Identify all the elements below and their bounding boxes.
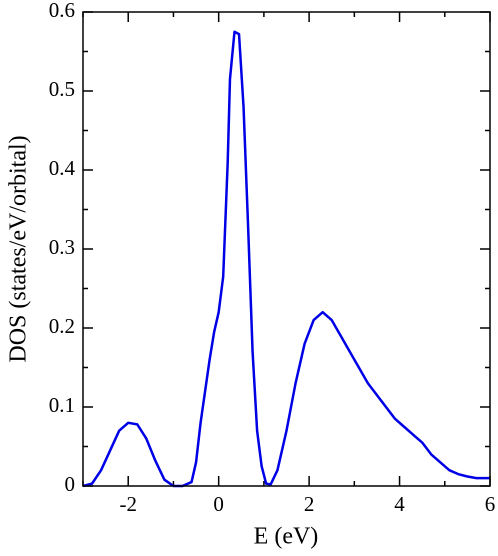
y-tick-label: 0.1 (49, 393, 75, 417)
y-axis-label: DOS (states/eV/orbital) (6, 135, 32, 362)
x-tick-label: 0 (213, 492, 224, 516)
x-tick-label: 4 (394, 492, 405, 516)
y-tick-label: 0.5 (49, 77, 75, 101)
x-tick-label: 2 (304, 492, 315, 516)
y-tick-label: 0.2 (49, 314, 75, 338)
y-tick-label: 0.6 (49, 0, 75, 22)
y-tick-label: 0.3 (49, 235, 75, 259)
y-tick-label: 0.4 (49, 156, 76, 180)
x-tick-label: -2 (119, 492, 137, 516)
x-tick-label: 6 (485, 492, 496, 516)
plot-frame (82, 11, 491, 487)
x-axis-label: E (eV) (254, 524, 319, 550)
y-tick-label: 0 (65, 472, 76, 496)
dos-line (82, 30, 490, 488)
